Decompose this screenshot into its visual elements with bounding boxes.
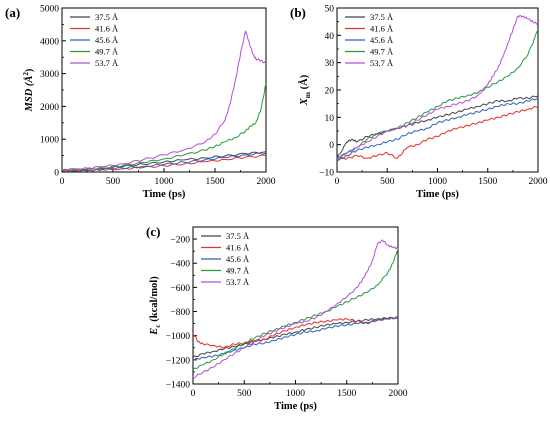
- y-tick-label: 20: [325, 87, 335, 97]
- legend-label: 45.6 Å: [226, 254, 250, 264]
- y-tick-label: 3000: [40, 70, 59, 80]
- y-axis-title-sub: m: [303, 91, 312, 98]
- y-axis-title-sup: 2: [22, 72, 30, 76]
- legend-label: 49.7 Å: [370, 47, 394, 57]
- x-tick-label: 500: [106, 177, 121, 187]
- series-line-1: [192, 316, 399, 358]
- x-axis-title: Time (ps): [274, 401, 317, 412]
- series-line-5: [336, 15, 539, 159]
- x-axis-title: Time (ps): [143, 189, 186, 200]
- y-axis-title: Xm (Å): [298, 74, 312, 106]
- y-tick-label: 0: [54, 169, 59, 179]
- y-tick-label: −200: [170, 236, 190, 246]
- x-tick-label: 1500: [478, 177, 497, 187]
- y-axis-title-main: MSD (Å: [23, 76, 35, 113]
- y-axis-title: Ec (kcal/mol): [149, 276, 162, 336]
- legend-label: 49.7 Å: [95, 47, 119, 57]
- y-axis-title-tail: (kcal/mol): [149, 276, 160, 325]
- y-tick-label: −10: [319, 169, 334, 179]
- series-line-2: [336, 105, 539, 160]
- series-line-5: [61, 30, 267, 171]
- legend-label: 37.5 Å: [226, 231, 250, 241]
- y-tick-label: −1200: [166, 356, 191, 366]
- series-line-4: [192, 248, 399, 370]
- x-tick-label: 0: [335, 177, 340, 187]
- panel-label: (b): [290, 5, 306, 20]
- x-tick-label: 1000: [428, 177, 447, 187]
- y-tick-label: 4000: [40, 37, 59, 47]
- legend-label: 53.7 Å: [95, 58, 119, 68]
- x-tick-label: 2000: [529, 177, 548, 187]
- y-tick-label: −400: [170, 260, 190, 270]
- chart-panel-a: (a) 0 500 1000 1500 2000 0 1000 2000 3000 4000 5000…: [5, 5, 276, 201]
- legend-label: 41.6 Å: [226, 243, 250, 253]
- y-tick-label: 5000: [40, 5, 59, 15]
- y-tick-label: −800: [170, 308, 190, 318]
- x-axis-title: Time (ps): [416, 189, 459, 200]
- legend-label: 37.5 Å: [95, 12, 119, 22]
- legend-label: 41.6 Å: [95, 24, 119, 34]
- series-line-3: [336, 97, 539, 162]
- y-tick-label: 1000: [40, 136, 59, 146]
- x-tick-label: 1500: [337, 389, 356, 399]
- y-tick-label: −1000: [166, 332, 191, 342]
- y-tick-label: 10: [325, 114, 335, 124]
- series-line-4: [336, 29, 539, 159]
- legend-label: 53.7 Å: [370, 58, 394, 68]
- y-axis-title-main: X: [299, 97, 310, 106]
- x-tick-label: 1000: [155, 177, 174, 187]
- panel-label: (c): [146, 224, 160, 239]
- series-line-1: [336, 95, 539, 159]
- legend-label: 45.6 Å: [95, 35, 119, 45]
- panel-label: (a): [5, 5, 20, 20]
- series-line-5: [192, 239, 399, 379]
- x-tick-label: 0: [191, 389, 196, 399]
- y-tick-label: −600: [170, 284, 190, 294]
- x-tick-label: 1500: [206, 177, 225, 187]
- x-tick-label: 0: [60, 177, 65, 187]
- chart-panel-c: (c) 0 500 1000 1500 2000 −1400 −1200 −1000 −800 −6…: [146, 224, 408, 412]
- y-axis-title: MSD (Å2): [22, 68, 35, 112]
- y-tick-label: −1400: [166, 381, 191, 391]
- y-axis-title-sub: c: [153, 324, 162, 328]
- legend-label: 49.7 Å: [226, 266, 250, 276]
- y-tick-label: 2000: [40, 103, 59, 113]
- y-tick-label: 30: [325, 59, 335, 69]
- y-axis-title-main: E: [149, 328, 160, 336]
- x-tick-label: 500: [237, 389, 252, 399]
- legend-label: 37.5 Å: [370, 12, 394, 22]
- y-tick-label: 0: [329, 141, 334, 151]
- y-tick-label: 50: [325, 5, 335, 15]
- y-axis-title-tail: ): [24, 68, 35, 72]
- y-axis-title-tail: (Å): [298, 74, 310, 92]
- x-tick-label: 2000: [389, 389, 408, 399]
- legend-label: 41.6 Å: [370, 24, 394, 34]
- x-tick-label: 1000: [286, 389, 305, 399]
- legend-label: 53.7 Å: [226, 277, 250, 287]
- x-tick-label: 500: [380, 177, 395, 187]
- legend-label: 45.6 Å: [370, 35, 394, 45]
- x-tick-label: 2000: [257, 177, 276, 187]
- y-tick-label: 40: [325, 32, 335, 42]
